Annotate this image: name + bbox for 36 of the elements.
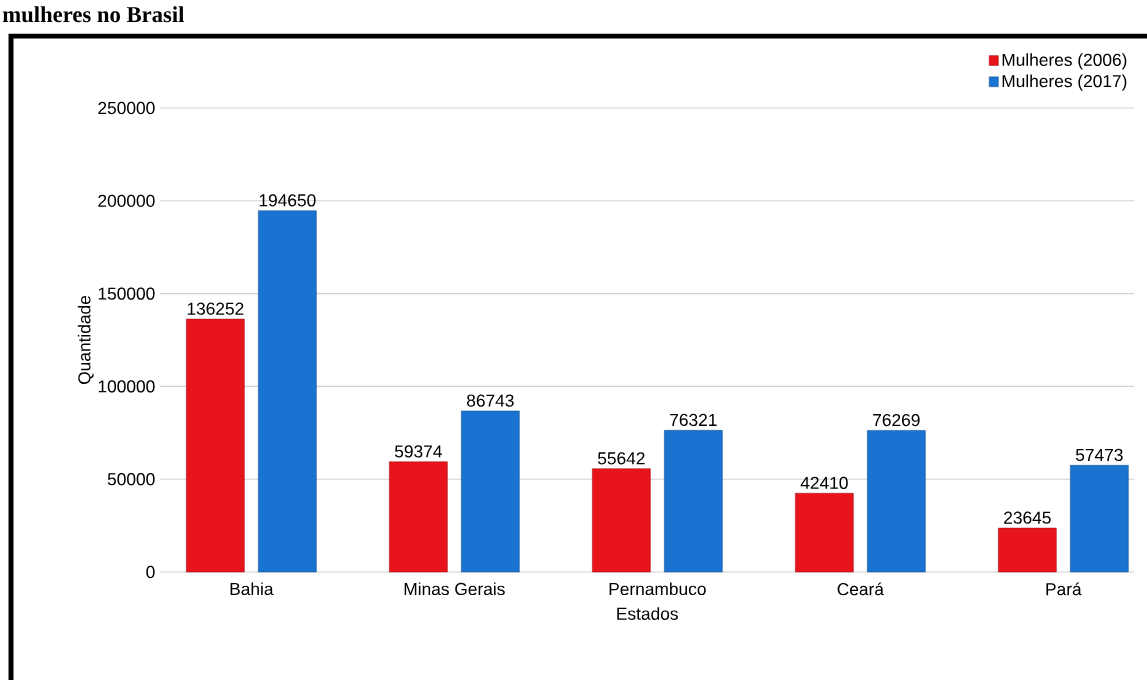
data-label: 76269 [873,413,920,427]
x-tick-label: Ceará [837,582,884,596]
data-label: 59374 [394,445,442,458]
y-tick-label: 100000 [98,380,155,393]
x-tick-label: Bahia [230,582,274,596]
data-label: 194650 [259,194,316,207]
bar [461,410,520,573]
x-axis-title: Estados [617,607,678,620]
data-label: 86743 [467,394,514,407]
legend-label: Mulheres (2006) [1002,53,1127,70]
x-tick-label: Minas Gerais [404,582,505,596]
y-tick-label: 250000 [98,101,155,115]
bar [998,527,1057,573]
data-label: 55642 [597,452,645,465]
data-label: 136252 [187,302,244,315]
chart-title: mulheres no Brasil [2,6,185,23]
bar [664,430,723,573]
y-tick-label: 50000 [107,473,155,486]
legend-label: Mulheres (2017) [1002,74,1127,91]
data-label: 23645 [1004,511,1051,524]
bar [592,468,651,573]
bar [795,493,854,573]
bar [258,210,317,573]
x-tick-label: Pará [1046,582,1082,596]
data-label: 57473 [1075,448,1123,462]
bar [867,430,926,573]
bar [389,461,448,573]
data-label: 76321 [670,413,717,427]
y-tick-label: 150000 [98,287,155,300]
y-axis-title: Quantidade [77,295,94,384]
y-tick-label: 0 [146,565,155,579]
bar [186,318,245,573]
data-label: 42410 [800,476,848,490]
x-tick-label: Pernambuco [609,582,706,596]
bar [1070,465,1129,573]
y-tick-label: 200000 [98,194,155,207]
